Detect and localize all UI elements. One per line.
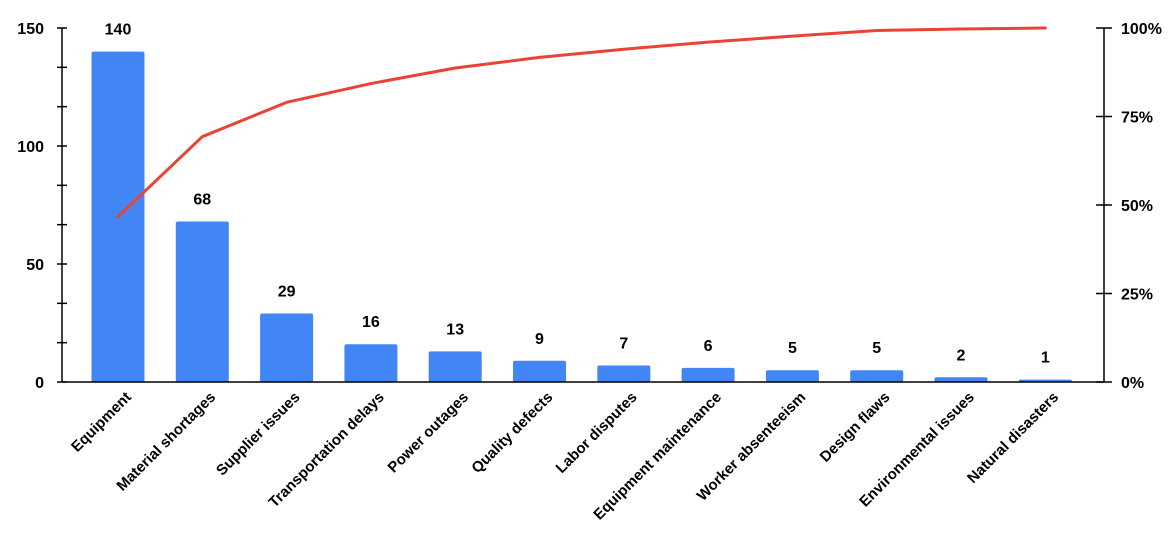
y2-tick-label-2: 50% bbox=[1121, 198, 1153, 215]
data-label-2: 29 bbox=[278, 284, 296, 301]
y-tick-label-1: 50 bbox=[26, 257, 44, 274]
axes-layer bbox=[57, 27, 1112, 383]
cumulative-percent-line bbox=[116, 26, 1047, 219]
data-label-3: 16 bbox=[362, 314, 380, 331]
bar-6 bbox=[597, 365, 651, 382]
bar-5 bbox=[513, 360, 566, 382]
data-label-7: 6 bbox=[704, 338, 713, 355]
y2-tick-label-3: 75% bbox=[1121, 110, 1153, 127]
bars-layer bbox=[91, 51, 1072, 382]
data-label-0: 140 bbox=[105, 22, 132, 39]
data-label-5: 9 bbox=[535, 331, 544, 348]
bar-4 bbox=[428, 351, 482, 382]
bar-3 bbox=[344, 344, 398, 382]
y-tick-label-0: 0 bbox=[35, 375, 44, 392]
y2-tick-label-1: 25% bbox=[1121, 287, 1153, 304]
y2-tick-label-0: 0% bbox=[1121, 375, 1144, 392]
category-label-5: Quality defects bbox=[468, 389, 556, 477]
data-label-9: 5 bbox=[872, 340, 881, 357]
bar-10 bbox=[934, 377, 988, 382]
bar-9 bbox=[850, 370, 904, 382]
category-label-9: Design flaws bbox=[817, 389, 894, 466]
y-tick-label-2: 100 bbox=[17, 139, 44, 156]
data-label-8: 5 bbox=[788, 340, 797, 357]
data-label-10: 2 bbox=[957, 347, 966, 364]
data-label-11: 1 bbox=[1041, 350, 1050, 367]
category-label-11: Natural disasters bbox=[964, 389, 1062, 487]
bar-1 bbox=[175, 221, 229, 382]
category-label-4: Power outages bbox=[385, 389, 472, 476]
y2-tick-label-4: 100% bbox=[1121, 21, 1162, 38]
category-label-6: Labor disputes bbox=[553, 389, 641, 477]
y-tick-label-3: 150 bbox=[17, 21, 44, 38]
bar-8 bbox=[765, 370, 819, 382]
data-label-4: 13 bbox=[446, 321, 464, 338]
category-label-0: Equipment bbox=[68, 389, 135, 456]
bar-2 bbox=[260, 313, 314, 382]
data-label-1: 68 bbox=[193, 192, 211, 209]
cumulative-line-layer bbox=[116, 26, 1047, 219]
category-label-2: Supplier issues bbox=[213, 389, 303, 479]
bar-7 bbox=[681, 367, 735, 382]
data-label-6: 7 bbox=[619, 335, 628, 352]
